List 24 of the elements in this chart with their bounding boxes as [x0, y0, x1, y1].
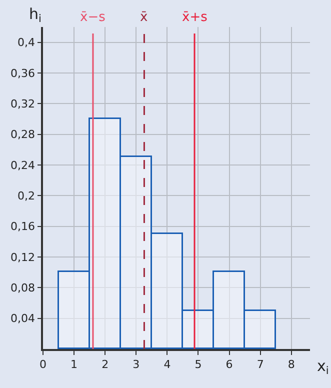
- x-tick-label: 7: [256, 358, 264, 371]
- y-tick-label: 0,08: [10, 282, 36, 295]
- x-tick-label: 8: [288, 358, 295, 371]
- y-tick-label: 0,4: [18, 36, 36, 50]
- x-axis-title: x$_{i}$: [317, 357, 329, 378]
- x-tick-label: 2: [102, 358, 109, 371]
- x-tick-label: 3: [132, 358, 140, 371]
- y-tick-label: 0,2: [18, 190, 36, 203]
- y-tick-label: 0,28: [10, 128, 36, 142]
- y-axis-title: h$_{i}$: [29, 5, 42, 26]
- y-tick-label: 0,32: [10, 98, 36, 111]
- x-tick-label: 0: [40, 358, 46, 371]
- x-tick-label: 6: [226, 358, 233, 371]
- y-tick-label: 0,24: [10, 158, 36, 172]
- x-tick-label: 1: [70, 358, 78, 371]
- ref-line-label: x̄−s: [80, 10, 106, 25]
- ref-line-label: x̄+s: [182, 10, 208, 25]
- y-tick-label: 0,16: [10, 220, 36, 234]
- y-tick-label: 0,04: [10, 312, 36, 326]
- x-tick-label: 5: [194, 358, 202, 371]
- x-tick-label: 4: [164, 358, 171, 371]
- y-tick-label: 0,36: [10, 66, 36, 80]
- y-tick-label: 0,12: [10, 250, 36, 264]
- ref-line-label: x̄: [140, 10, 148, 25]
